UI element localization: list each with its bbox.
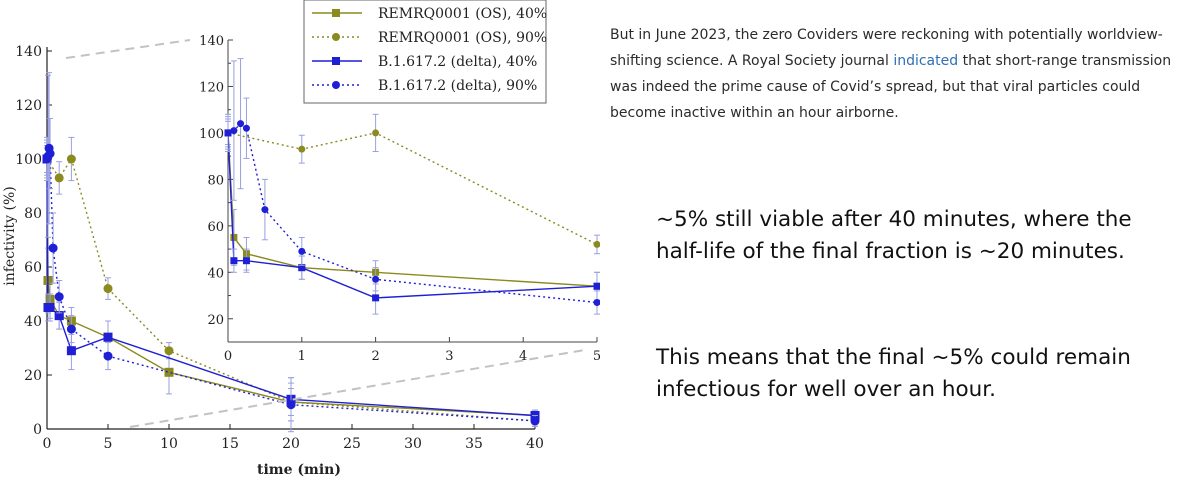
main-data-point bbox=[164, 346, 174, 356]
legend-box bbox=[303, 0, 547, 104]
main-data-point bbox=[164, 367, 174, 377]
main-data-point bbox=[45, 303, 55, 312]
inset-y-tick-label: 120 bbox=[199, 80, 224, 95]
inset-x-tick-label: 4 bbox=[519, 349, 527, 364]
note-viability: ~5% still viable after 40 minutes, where… bbox=[656, 207, 1132, 264]
y-tick-label: 140 bbox=[15, 44, 42, 60]
inset-data-point bbox=[372, 275, 380, 283]
legend-swatch-marker bbox=[332, 33, 340, 41]
x-tick-label: 30 bbox=[404, 436, 422, 452]
legend-swatch-marker bbox=[332, 81, 340, 89]
inset-y-tick-label: 140 bbox=[199, 34, 224, 49]
inset-data-point bbox=[298, 264, 306, 272]
x-tick-label: 20 bbox=[282, 436, 300, 452]
main-data-point bbox=[103, 332, 113, 342]
main-data-point bbox=[66, 324, 76, 334]
main-data-point bbox=[286, 400, 296, 410]
inset-data-point bbox=[261, 206, 269, 214]
main-data-point bbox=[103, 351, 113, 361]
inset-x-tick-label: 1 bbox=[298, 349, 306, 364]
inset-data-point bbox=[230, 127, 238, 135]
x-tick-label: 40 bbox=[526, 436, 544, 452]
chart-legend: REMRQ0001 (OS), 40% REMRQ0001 (OS), 90% B.… bbox=[303, 0, 547, 104]
inset-series-line bbox=[227, 132, 598, 246]
main-data-point bbox=[54, 173, 64, 183]
legend-swatch-marker bbox=[332, 57, 340, 65]
y-tick-label: 0 bbox=[33, 422, 42, 438]
inset-series-line bbox=[227, 122, 598, 304]
inset-data-point bbox=[242, 257, 250, 265]
y-tick-label: 120 bbox=[15, 98, 42, 114]
x-tick-label: 15 bbox=[221, 436, 239, 452]
inset-x-tick-label: 5 bbox=[593, 349, 600, 364]
inset-data-point bbox=[298, 247, 306, 255]
main-data-point bbox=[45, 149, 55, 159]
inset-y-tick-label: 20 bbox=[207, 313, 224, 328]
inset-data-point bbox=[224, 129, 232, 137]
y-axis-label: infectivity (%) bbox=[2, 186, 18, 286]
zoom-guide-lines bbox=[65, 39, 586, 428]
inset-data-point bbox=[242, 124, 250, 132]
main-data-point bbox=[54, 311, 64, 321]
y-tick-label: 100 bbox=[15, 152, 42, 168]
indicated-link[interactable]: indicated bbox=[893, 53, 959, 69]
x-tick-label: 0 bbox=[43, 436, 52, 452]
article-text-start: But in June 2023, the zero Coviders were… bbox=[610, 27, 1163, 69]
main-data-point bbox=[66, 346, 76, 356]
inset-y-tick-label: 60 bbox=[207, 220, 224, 235]
inset-data-point bbox=[372, 294, 380, 302]
inset-y-tick-label: 80 bbox=[207, 173, 224, 188]
legend-label: REMRQ0001 (OS), 90% bbox=[378, 30, 547, 46]
inset-series-line bbox=[227, 132, 598, 287]
main-data-point bbox=[54, 292, 64, 302]
y-tick-label: 40 bbox=[24, 314, 42, 330]
legend-label: B.1.617.2 (delta), 40% bbox=[378, 54, 537, 70]
article-text-end: that short-range transmission was indeed… bbox=[610, 53, 1172, 121]
x-tick-label: 5 bbox=[104, 436, 113, 452]
main-data-point bbox=[66, 154, 76, 164]
inset-data-point bbox=[298, 145, 306, 153]
y-tick-label: 80 bbox=[24, 206, 42, 222]
inset-x-tick-label: 0 bbox=[224, 349, 232, 364]
article-excerpt: But in June 2023, the zero Coviders were… bbox=[610, 22, 1190, 126]
note-infectious-duration: This means that the final ~5% could rema… bbox=[656, 345, 1131, 402]
main-data-point bbox=[48, 243, 58, 253]
y-tick-label: 60 bbox=[24, 260, 42, 276]
legend-label: REMRQ0001 (OS), 40% bbox=[378, 6, 547, 22]
inset-data-point bbox=[593, 240, 600, 248]
inset-series-line bbox=[227, 132, 598, 299]
inset-y-tick-label: 40 bbox=[207, 266, 224, 281]
inset-data-point bbox=[230, 233, 238, 241]
inset-data-point bbox=[593, 299, 600, 307]
x-axis-label: time (min) bbox=[257, 462, 341, 478]
inset-data-point bbox=[237, 120, 245, 128]
y-tick-label: 20 bbox=[24, 368, 42, 384]
main-data-point bbox=[530, 416, 540, 426]
inset-data-point bbox=[372, 129, 380, 137]
inset-data-point bbox=[593, 282, 600, 290]
zoom-guide-top bbox=[65, 39, 191, 59]
legend-label: B.1.617.2 (delta), 90% bbox=[378, 78, 537, 94]
x-tick-label: 25 bbox=[343, 436, 361, 452]
main-data-point bbox=[103, 284, 113, 294]
inset-x-tick-label: 3 bbox=[445, 349, 453, 364]
inset-x-tick-label: 2 bbox=[371, 349, 379, 364]
legend-swatch-marker bbox=[332, 9, 340, 17]
zoom-guide-bottom bbox=[129, 349, 586, 428]
inset-data-point bbox=[230, 257, 238, 265]
x-tick-label: 10 bbox=[160, 436, 178, 452]
inset-y-tick-label: 100 bbox=[199, 127, 224, 142]
x-tick-label: 35 bbox=[465, 436, 483, 452]
